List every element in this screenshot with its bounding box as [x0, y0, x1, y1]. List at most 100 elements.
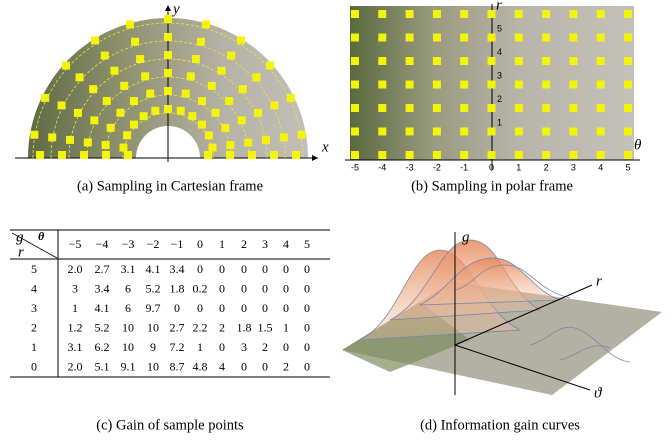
cell: 2 [283, 359, 289, 373]
cell: 9.1 [121, 359, 136, 373]
sample-point [124, 151, 132, 159]
sample-point [198, 121, 206, 129]
sample-point [74, 109, 82, 117]
sample-point [542, 34, 550, 42]
panel-b: θ r (b) Sampling in polar frame -5-4-3-2… [345, 0, 642, 194]
caption: (d) Information gain curves [420, 417, 580, 433]
cell: 0 [241, 359, 247, 373]
sample-point [107, 124, 115, 132]
sample-point [542, 104, 550, 112]
x-tick-label: -3 [406, 162, 414, 172]
y-tick-label: 1 [497, 117, 502, 127]
caption: (c) Gain of sample points [96, 417, 244, 433]
y-tick-label: 5 [497, 23, 502, 33]
sample-point [515, 151, 523, 159]
sample-point [406, 57, 414, 65]
sample-point [569, 10, 577, 18]
cell: 2 [262, 340, 268, 354]
cell: 5.1 [95, 359, 110, 373]
sample-point [488, 57, 496, 65]
cell: 9.7 [146, 301, 161, 315]
sample-point [406, 128, 414, 136]
sample-point [597, 34, 605, 42]
cell: 10 [122, 320, 134, 334]
cell: 0 [219, 281, 225, 295]
cell: 2.0 [68, 262, 83, 276]
sample-point [209, 144, 217, 152]
sample-point [460, 57, 468, 65]
sample-point [270, 151, 278, 159]
sample-point [298, 131, 306, 139]
cell: 3.4 [170, 262, 185, 276]
cell: 8.7 [170, 359, 185, 373]
sample-point [624, 57, 632, 65]
cell: 6 [125, 301, 131, 315]
sample-point [66, 136, 74, 144]
cell: 0 [219, 340, 225, 354]
sample-point [218, 67, 226, 75]
column-header: −2 [147, 237, 160, 251]
cell: 10 [147, 320, 159, 334]
sample-point [597, 10, 605, 18]
cell: 0 [197, 262, 203, 276]
sample-point [569, 57, 577, 65]
sample-point [287, 94, 295, 102]
sample-point [116, 109, 124, 117]
caption: (a) Sampling in Cartesian frame [77, 178, 263, 194]
column-header: −4 [96, 237, 109, 251]
sample-point [488, 34, 496, 42]
sample-point [164, 87, 172, 95]
sample-point [141, 72, 149, 80]
sample-point [130, 121, 138, 129]
sample-point [202, 20, 210, 28]
cell: 0 [304, 320, 310, 334]
cell: 9 [150, 340, 156, 354]
sample-point [406, 34, 414, 42]
sample-point [30, 131, 38, 139]
sample-point [238, 116, 246, 124]
sample-point [624, 34, 632, 42]
sample-point [76, 73, 84, 81]
sample-point [515, 34, 523, 42]
sample-point [460, 128, 468, 136]
sample-point [36, 151, 44, 159]
column-header: 1 [219, 237, 225, 251]
sample-point [164, 15, 172, 23]
corner-label: r [18, 244, 24, 260]
corner-label: g [16, 229, 24, 245]
panel-c: g θ r (c) Gain of sample points −5−4−3−2… [10, 229, 330, 434]
cell: 0 [262, 301, 268, 315]
sample-point [270, 101, 278, 109]
column-header: 2 [241, 237, 247, 251]
sample-point [569, 81, 577, 89]
sample-point [136, 55, 144, 63]
cell: 3 [72, 281, 78, 295]
cell: 0 [174, 301, 180, 315]
sample-point [460, 34, 468, 42]
figure: x y (a) Sampling in Cartesian frame θ r … [0, 0, 672, 441]
column-header: 4 [283, 237, 289, 251]
sample-point [488, 128, 496, 136]
sample-point [89, 85, 97, 93]
sample-point [351, 10, 359, 18]
sample-point [187, 72, 195, 80]
sample-point [205, 131, 213, 139]
y-tick-label: 2 [497, 94, 502, 104]
cell: 1.2 [68, 320, 83, 334]
sample-point [131, 38, 139, 46]
sample-point [262, 136, 270, 144]
cell: 4.1 [146, 262, 161, 276]
sample-point [378, 104, 386, 112]
sample-point [597, 81, 605, 89]
sample-point [248, 151, 256, 159]
cell: 0 [283, 340, 289, 354]
sample-point [192, 55, 200, 63]
row-header: 1 [31, 340, 37, 354]
sample-point [515, 57, 523, 65]
sample-point [164, 105, 172, 113]
sample-point [164, 33, 172, 41]
sample-point [280, 133, 288, 141]
cell: 10 [147, 359, 159, 373]
sample-point [515, 81, 523, 89]
sample-point [624, 10, 632, 18]
